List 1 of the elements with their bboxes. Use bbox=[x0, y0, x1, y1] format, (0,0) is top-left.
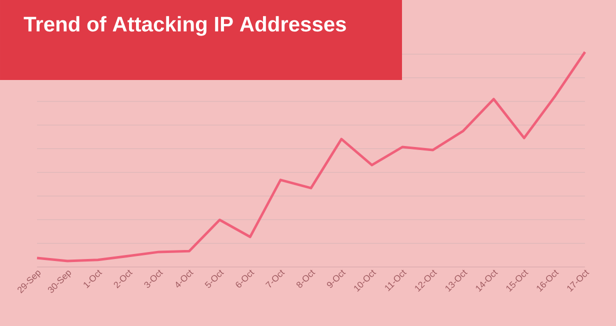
chart-title: Trend of Attacking IP Addresses bbox=[24, 16, 346, 36]
